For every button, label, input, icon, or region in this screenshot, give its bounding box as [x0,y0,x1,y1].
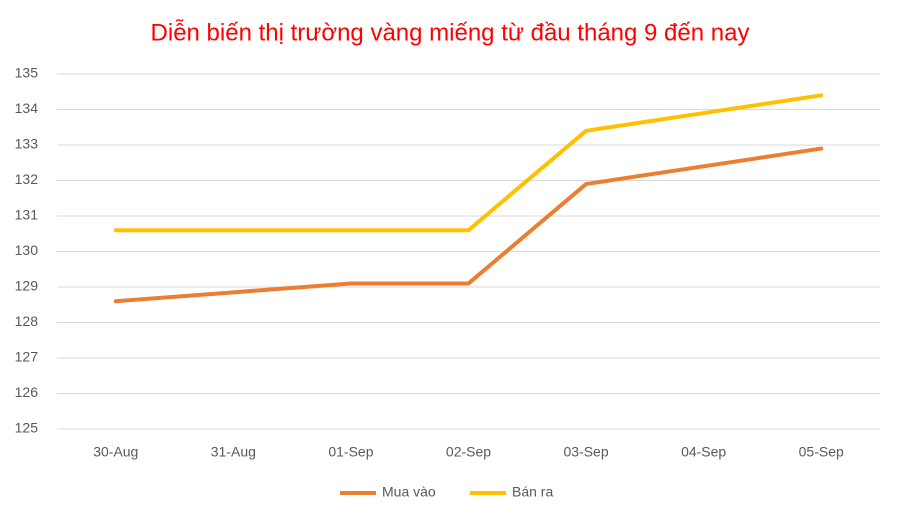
y-tick-label: 132 [15,171,39,187]
line-series [113,146,824,304]
y-tick-label: 133 [15,136,39,152]
y-tick-label: 130 [15,242,39,258]
y-tick-label: 134 [15,100,39,116]
y-tick-label: 128 [15,313,39,329]
x-tick-label: 03-Sep [563,444,608,460]
x-tick-label: 05-Sep [799,444,844,460]
y-tick-label: 129 [15,278,39,294]
y-tick-label: 125 [15,420,39,436]
x-tick-label: 02-Sep [446,444,491,460]
line-series [113,93,824,233]
x-tick-label: 04-Sep [681,444,726,460]
x-tick-label: 01-Sep [328,444,373,460]
x-tick-label: 31-Aug [211,444,256,460]
x-tick-label: 30-Aug [93,444,138,460]
legend-label: Mua vào [382,484,436,500]
y-tick-label: 127 [15,349,39,365]
legend-label: Bán ra [512,484,553,500]
y-tick-label: 135 [15,65,39,81]
y-tick-label: 126 [15,384,39,400]
y-tick-label: 131 [15,207,39,223]
chart-title: Diễn biến thị trường vàng miếng từ đầu t… [151,19,750,46]
